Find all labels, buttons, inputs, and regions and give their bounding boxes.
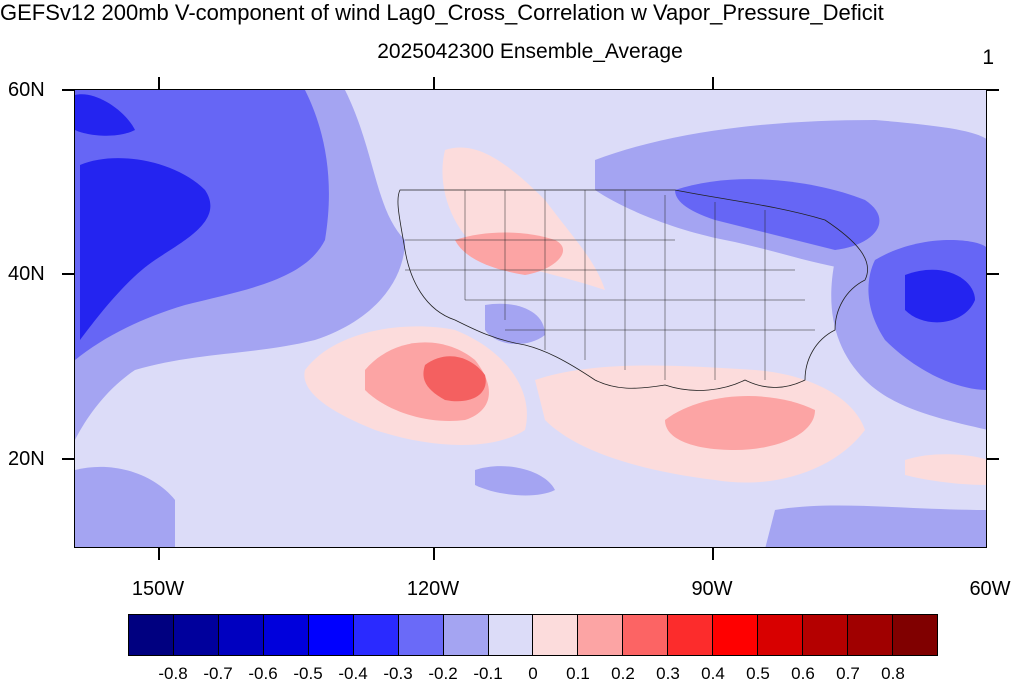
colorbar-box (129, 615, 174, 655)
colorbar-label: -0.4 (338, 664, 368, 683)
south-light-blue-band (765, 505, 986, 547)
lon-tick (158, 77, 160, 89)
lon-tick (433, 77, 435, 89)
colorbar-label: -0.3 (383, 664, 413, 683)
colorbar-box (803, 615, 848, 655)
rockies-pink-region (455, 232, 564, 275)
colorbar-label: 0.3 (656, 664, 680, 683)
rockies-pale-pink-region (442, 147, 605, 290)
colorbar-box (892, 615, 937, 655)
lat-tick (62, 458, 74, 460)
colorbar-label: -0.5 (293, 664, 323, 683)
colorbar-label: -0.7 (203, 664, 233, 683)
colorbar-box (218, 615, 264, 655)
lon-label-90w: 90W (691, 578, 733, 600)
colorbar-label: 0.6 (791, 664, 815, 683)
chart-subtitle: 2025042300 Ensemble_Average (377, 40, 683, 63)
lon-tick (712, 77, 714, 89)
correlation-map (74, 89, 987, 548)
colorbar-box (353, 615, 399, 655)
colorbar-box (848, 615, 893, 655)
us-state-lines (405, 190, 815, 380)
lat-tick (987, 458, 999, 460)
baja-red-core (423, 356, 486, 402)
lon-tick (158, 548, 160, 560)
colorbar-label: 0.8 (881, 664, 905, 683)
colorbar-box (488, 615, 534, 655)
colorbar-label: 0.1 (566, 664, 590, 683)
colorbar-box (578, 615, 624, 655)
atlantic-pale-pink-patch (905, 454, 986, 485)
colorbar-label: 0.4 (701, 664, 725, 683)
alaska-deep-blue-region (75, 94, 135, 136)
lat-tick (987, 273, 999, 275)
colorbar-box (398, 615, 444, 655)
mexico-light-blue-patch (485, 303, 545, 345)
central-pacific-light-blue-patch (475, 466, 555, 496)
lat-tick (987, 89, 999, 91)
colorbar-box (668, 615, 714, 655)
west-south-light-blue-band (75, 466, 175, 547)
colorbar-label: 0.5 (746, 664, 770, 683)
colorbar-label: -0.1 (473, 664, 503, 683)
colorbar-label: -0.8 (158, 664, 188, 683)
page-number: 1 (982, 46, 994, 69)
lat-tick (62, 89, 74, 91)
colorbar-box (713, 615, 759, 655)
map-field-svg (75, 90, 986, 547)
colorbar-label: 0.2 (611, 664, 635, 683)
us-outline (397, 189, 868, 391)
lon-tick (712, 548, 714, 560)
colorbar-box (263, 615, 309, 655)
caribbean-pink-region (665, 396, 815, 450)
chart-title: GEFSv12 200mb V-component of wind Lag0_C… (0, 0, 884, 25)
greatlakes-blue-region (675, 179, 880, 250)
colorbar-box (758, 615, 804, 655)
lat-tick (62, 273, 74, 275)
colorbar-box (623, 615, 669, 655)
colorbar-label: -0.2 (428, 664, 458, 683)
lat-label-20n: 20N (8, 448, 45, 470)
colorbar-box (533, 615, 579, 655)
lon-label-150w: 150W (131, 578, 185, 600)
colorbar-label: -0.6 (248, 664, 278, 683)
lon-label-120w: 120W (406, 578, 460, 600)
atlantic-deep-blue-region (905, 269, 975, 323)
colorbar (128, 614, 938, 656)
lat-label-60n: 60N (8, 79, 45, 101)
pacific-deep-blue-region (80, 158, 211, 340)
colorbar-box (308, 615, 354, 655)
lat-label-40n: 40N (8, 263, 45, 285)
colorbar-box (443, 615, 489, 655)
lon-label-60w: 60W (969, 578, 1011, 600)
colorbar-box (173, 615, 219, 655)
colorbar-label: 0 (528, 664, 538, 683)
colorbar-label: 0.7 (836, 664, 860, 683)
lon-tick (433, 548, 435, 560)
